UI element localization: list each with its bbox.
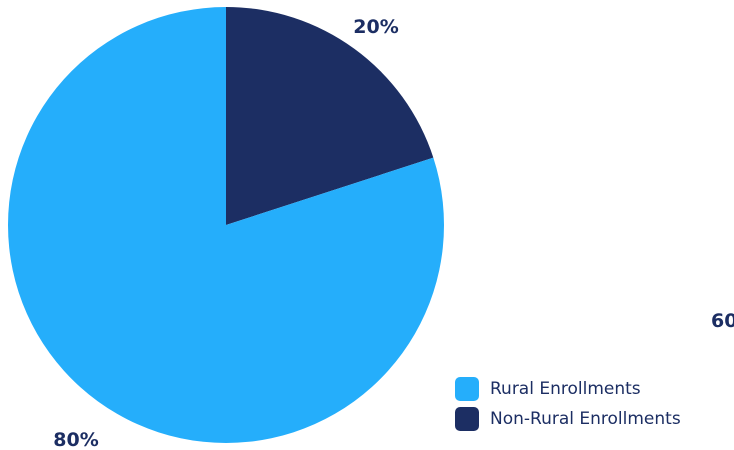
clipped-value-label: 60	[711, 310, 734, 332]
pie-slice-rural[interactable]	[7, 7, 445, 443]
legend-label-non-rural: Non-Rural Enrollments	[490, 409, 681, 429]
data-label-non-rural: 20%	[353, 16, 398, 38]
legend-label-rural: Rural Enrollments	[490, 379, 641, 399]
legend-item-rural[interactable]: Rural Enrollments	[455, 376, 681, 402]
pie-slice-non-rural[interactable]	[226, 7, 434, 225]
legend: Rural Enrollments Non-Rural Enrollments	[455, 376, 681, 436]
legend-swatch-rural	[455, 377, 479, 401]
legend-swatch-non-rural	[455, 407, 479, 431]
legend-item-non-rural[interactable]: Non-Rural Enrollments	[455, 406, 681, 432]
data-label-rural: 80%	[53, 429, 98, 450]
